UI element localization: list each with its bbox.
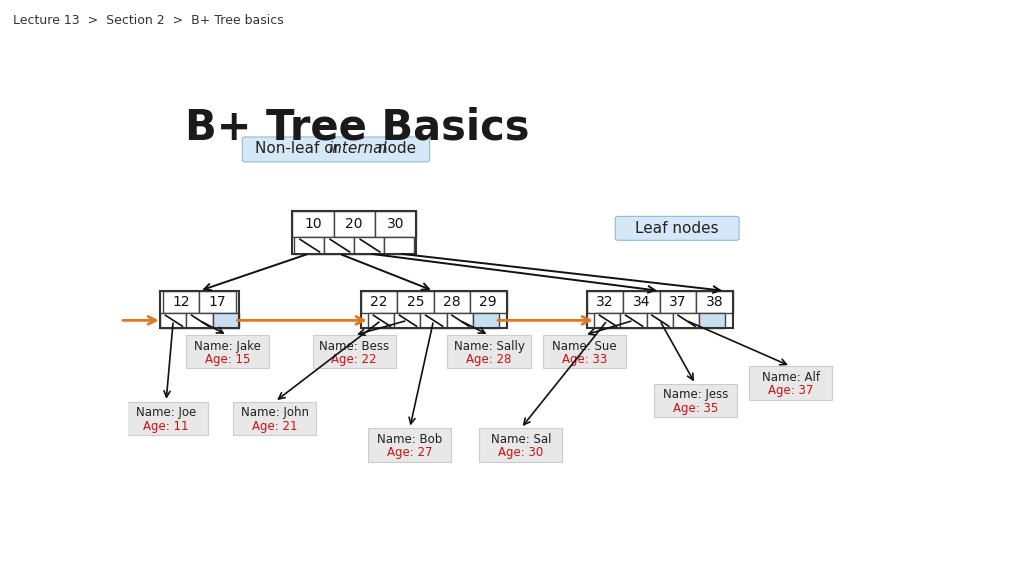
Text: Non-leaf or: Non-leaf or (255, 142, 345, 157)
Text: 20: 20 (345, 217, 362, 231)
Bar (125, 402, 208, 435)
Text: 37: 37 (670, 295, 687, 309)
Text: Name: John: Name: John (241, 406, 309, 419)
Bar (397, 291, 433, 313)
Bar (294, 237, 324, 253)
Bar (375, 211, 416, 237)
Bar (673, 313, 699, 328)
Text: Age: 35: Age: 35 (673, 402, 718, 415)
Text: Age: 15: Age: 15 (205, 353, 250, 366)
Bar (233, 402, 316, 435)
Bar (368, 429, 452, 461)
Bar (186, 313, 213, 328)
Text: Age: 37: Age: 37 (768, 384, 813, 397)
Text: 32: 32 (596, 295, 613, 309)
Text: Name: Alf: Name: Alf (762, 371, 819, 384)
Bar (479, 429, 562, 461)
Text: Age: 33: Age: 33 (562, 353, 607, 366)
Text: 34: 34 (633, 295, 650, 309)
Bar (433, 291, 470, 313)
Bar (621, 313, 646, 328)
Bar (646, 313, 673, 328)
Text: Name: Sue: Name: Sue (552, 340, 616, 353)
Text: 12: 12 (172, 295, 190, 309)
Text: 38: 38 (706, 295, 723, 309)
Bar (447, 335, 530, 369)
Bar (749, 366, 833, 400)
FancyBboxPatch shape (615, 217, 739, 240)
Bar (594, 313, 621, 328)
Bar (470, 291, 507, 313)
Bar (659, 291, 696, 313)
Bar (160, 313, 186, 328)
Text: 28: 28 (443, 295, 461, 309)
Text: Age: 11: Age: 11 (143, 419, 188, 433)
Text: Age: 28: Age: 28 (466, 353, 512, 366)
Bar (334, 211, 375, 237)
Bar (473, 313, 499, 328)
Bar (312, 335, 396, 369)
Bar (696, 291, 733, 313)
Text: node: node (373, 142, 417, 157)
Bar (699, 313, 725, 328)
Bar (446, 313, 473, 328)
Text: Name: Sal: Name: Sal (490, 433, 551, 446)
FancyBboxPatch shape (243, 137, 430, 162)
Text: Age: 27: Age: 27 (387, 446, 432, 459)
Text: Age: 21: Age: 21 (252, 419, 298, 433)
Bar (160, 291, 239, 328)
Text: Name: Bob: Name: Bob (377, 433, 442, 446)
Text: Age: 30: Age: 30 (499, 446, 544, 459)
Text: 17: 17 (209, 295, 226, 309)
Text: Name: Jake: Name: Jake (194, 340, 261, 353)
Bar (360, 291, 507, 328)
Bar (624, 291, 659, 313)
Bar (163, 291, 200, 313)
Bar (587, 291, 624, 313)
Text: Lecture 13  >  Section 2  >  B+ Tree basics: Lecture 13 > Section 2 > B+ Tree basics (13, 14, 284, 27)
Text: Name: Joe: Name: Joe (136, 406, 197, 419)
Text: internal: internal (329, 142, 387, 157)
Bar (543, 335, 626, 369)
Bar (185, 335, 269, 369)
Text: Name: Jess: Name: Jess (663, 388, 728, 401)
Text: B+ Tree Basics: B+ Tree Basics (185, 107, 529, 149)
Bar (653, 384, 737, 417)
Text: 10: 10 (304, 217, 322, 231)
Bar (292, 211, 416, 253)
Bar (587, 291, 733, 328)
Bar (384, 237, 415, 253)
Text: Age: 22: Age: 22 (332, 353, 377, 366)
Text: 29: 29 (479, 295, 497, 309)
Text: Name: Bess: Name: Bess (319, 340, 389, 353)
Bar (324, 237, 354, 253)
Text: Leaf nodes: Leaf nodes (635, 221, 719, 236)
Text: 25: 25 (407, 295, 424, 309)
Bar (360, 291, 397, 313)
Bar (421, 313, 446, 328)
Bar (368, 313, 394, 328)
Bar (213, 313, 239, 328)
Bar (292, 211, 334, 237)
Bar (200, 291, 236, 313)
Text: 30: 30 (387, 217, 404, 231)
Text: 22: 22 (370, 295, 387, 309)
Text: Name: Sally: Name: Sally (454, 340, 524, 353)
Bar (354, 237, 384, 253)
Bar (394, 313, 421, 328)
